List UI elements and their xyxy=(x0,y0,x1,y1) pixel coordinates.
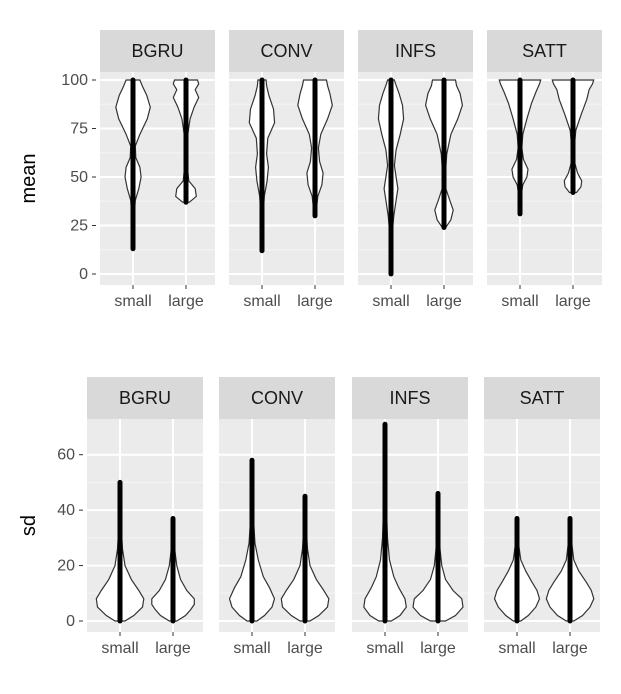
facet-strip xyxy=(487,30,602,72)
data-point-max xyxy=(441,77,447,83)
data-point-max xyxy=(514,515,520,521)
facet-strip xyxy=(87,377,203,419)
data-point-max xyxy=(567,515,573,521)
y-tick-label: 20 xyxy=(57,558,75,575)
facet-strip-label: CONV xyxy=(251,388,303,408)
x-tick-label: small xyxy=(501,293,538,310)
data-point-min xyxy=(388,271,394,277)
facet-strip-label: INFS xyxy=(389,388,430,408)
x-tick-label: large xyxy=(420,640,456,657)
facet-strip-label: BGRU xyxy=(131,41,183,61)
facet-panel: INFS small large xyxy=(358,30,473,310)
facet-panel: CONV small large xyxy=(229,30,344,310)
data-point-min xyxy=(517,211,523,217)
facet-strip-label: BGRU xyxy=(119,388,171,408)
data-point-max xyxy=(382,421,388,427)
data-point-max xyxy=(302,493,308,499)
x-tick-label: small xyxy=(114,293,151,310)
y-tick-label: 50 xyxy=(70,169,88,186)
data-point-min xyxy=(382,618,388,624)
data-point-max xyxy=(312,77,318,83)
data-point-min xyxy=(514,618,520,624)
facet-panel: CONV small large xyxy=(219,377,335,657)
facet-panel: BGRU small large xyxy=(100,30,215,310)
data-point-min xyxy=(302,618,308,624)
y-tick-label: 0 xyxy=(79,266,88,283)
y-tick-label: 60 xyxy=(57,447,75,464)
x-tick-label: small xyxy=(233,640,270,657)
data-point-min xyxy=(441,224,447,230)
data-point-min xyxy=(567,618,573,624)
facet-strip xyxy=(484,377,600,419)
facet-strip-label: SATT xyxy=(522,41,567,61)
data-point-max xyxy=(249,457,255,463)
facet-strip xyxy=(229,30,344,72)
y-axis-title: mean xyxy=(18,153,40,203)
y-tick-label: 100 xyxy=(61,72,88,89)
x-tick-label: large xyxy=(155,640,191,657)
x-tick-label: large xyxy=(426,293,462,310)
data-point-min xyxy=(259,248,265,254)
data-point-min xyxy=(117,618,123,624)
facet-strip xyxy=(352,377,468,419)
x-tick-label: small xyxy=(372,293,409,310)
facet-strip xyxy=(219,377,335,419)
y-tick-label: 0 xyxy=(66,613,75,630)
x-tick-label: small xyxy=(101,640,138,657)
data-point-min xyxy=(183,199,189,205)
facet-panel: SATT small large xyxy=(484,377,600,657)
data-point-max xyxy=(259,77,265,83)
facet-strip-label: CONV xyxy=(260,41,312,61)
facet-panel: SATT small large xyxy=(487,30,602,310)
data-point-min xyxy=(435,618,441,624)
data-point-min xyxy=(249,618,255,624)
data-point-max xyxy=(517,77,523,83)
x-tick-label: small xyxy=(498,640,535,657)
x-tick-label: small xyxy=(366,640,403,657)
facet-panel: INFS small large xyxy=(352,377,468,657)
y-tick-label: 40 xyxy=(57,502,75,519)
data-point-max xyxy=(570,77,576,83)
x-tick-label: large xyxy=(168,293,204,310)
facet-strip xyxy=(358,30,473,72)
x-tick-label: large xyxy=(552,640,588,657)
facet-strip-label: INFS xyxy=(395,41,436,61)
facet-strip-label: SATT xyxy=(520,388,565,408)
data-point-max xyxy=(130,77,136,83)
data-point-max xyxy=(183,77,189,83)
x-tick-label: large xyxy=(287,640,323,657)
x-tick-label: large xyxy=(297,293,333,310)
x-tick-label: large xyxy=(555,293,591,310)
data-point-min xyxy=(312,213,318,219)
data-point-max xyxy=(435,491,441,497)
data-point-min xyxy=(130,246,136,252)
facet-panel: BGRU small large xyxy=(87,377,203,657)
data-point-max xyxy=(117,479,123,485)
y-tick-label: 25 xyxy=(70,218,88,235)
data-point-max xyxy=(170,515,176,521)
data-point-min xyxy=(170,618,176,624)
y-tick-label: 75 xyxy=(70,121,88,138)
data-point-max xyxy=(388,77,394,83)
x-tick-label: small xyxy=(243,293,280,310)
y-axis-title: sd xyxy=(18,515,40,536)
data-point-min xyxy=(570,190,576,196)
facet-strip xyxy=(100,30,215,72)
